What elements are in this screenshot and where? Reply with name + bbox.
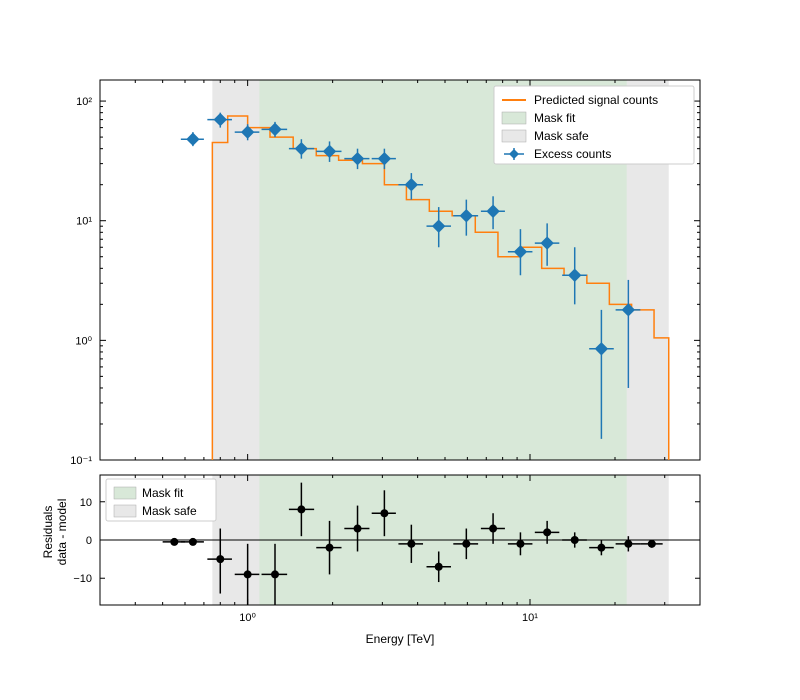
bottom-legend: Mask fit Mask safe [106, 479, 216, 521]
chart-svg: 10⁻¹ 10⁰ 10¹ 10² Predicted signal counts Mask… [0, 0, 800, 700]
svg-text:10⁰: 10⁰ [239, 612, 256, 624]
svg-text:Mask fit: Mask fit [534, 111, 576, 125]
svg-text:Excess counts: Excess counts [534, 147, 611, 161]
top-legend: Predicted signal counts Mask fit Mask safe… [494, 86, 694, 164]
x-axis-label: Energy [TeV] [366, 632, 435, 646]
svg-text:Mask safe: Mask safe [142, 504, 197, 518]
y-axis-label-1: Residuals [41, 506, 55, 559]
svg-text:−10: −10 [73, 573, 92, 585]
bottom-panel: −10 0 10 10⁰ 10¹ Energy [TeV] Residualsdata - … [41, 475, 700, 646]
svg-text:Mask safe: Mask safe [534, 129, 589, 143]
top-panel: 10⁻¹ 10⁰ 10¹ 10² Predicted signal counts Mask… [70, 80, 700, 467]
svg-text:10¹: 10¹ [76, 216, 92, 228]
svg-text:10: 10 [80, 497, 92, 509]
svg-text:10⁻¹: 10⁻¹ [70, 455, 92, 467]
y-axis-label-2: data - model [55, 499, 69, 566]
svg-text:Predicted signal counts: Predicted signal counts [534, 93, 658, 107]
chart-container: 10⁻¹ 10⁰ 10¹ 10² Predicted signal counts Mask… [0, 0, 800, 700]
svg-text:10⁰: 10⁰ [75, 335, 92, 347]
svg-text:0: 0 [86, 535, 92, 547]
svg-text:10²: 10² [76, 96, 92, 108]
svg-text:10¹: 10¹ [522, 612, 538, 624]
svg-text:Mask fit: Mask fit [142, 486, 184, 500]
